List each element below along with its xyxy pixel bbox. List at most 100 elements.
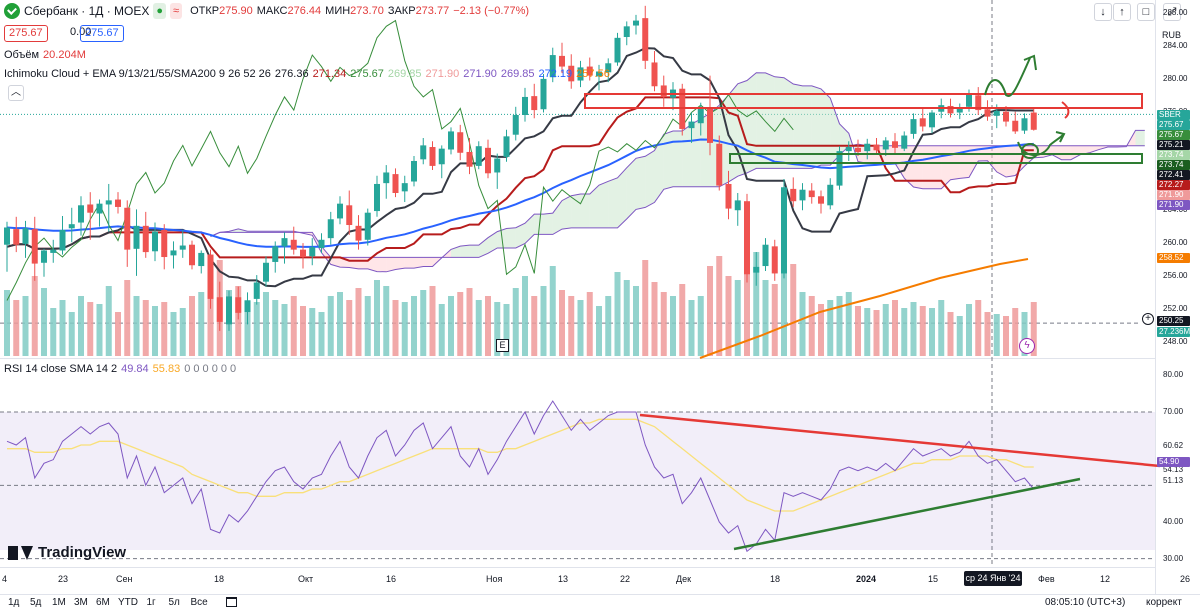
- ichimoku-cloud-segment: [765, 72, 775, 169]
- volume-bar: [864, 308, 871, 356]
- volume-bar: [993, 314, 1000, 356]
- ichimoku-cloud-segment: [617, 167, 627, 228]
- volume-bar: [4, 290, 10, 356]
- ichimoku-cloud-segment: [478, 237, 488, 258]
- candle-body: [623, 26, 630, 38]
- arrow-down-icon[interactable]: ↓: [1094, 3, 1112, 21]
- volume-bar: [855, 306, 861, 356]
- volume-bar: [105, 286, 112, 356]
- rsi-value: 49.84: [121, 363, 149, 375]
- ichimoku-legend[interactable]: Ichimoku Cloud + EMA 9/13/21/55/SMA200 9…: [4, 68, 618, 80]
- lightning-icon[interactable]: ϟ: [1019, 338, 1035, 354]
- candle-body: [818, 196, 824, 204]
- candle-body: [716, 143, 723, 186]
- delayed-data-icon[interactable]: ≈: [170, 3, 183, 19]
- change-value: −2.13 (−0.77%): [453, 5, 530, 17]
- candle-body: [1003, 111, 1009, 122]
- volume-bar: [734, 280, 741, 356]
- candle-body: [59, 229, 66, 251]
- volume-bar: [1003, 316, 1009, 356]
- price-axis-label: 248.00: [1163, 336, 1188, 346]
- ichimoku-cloud-segment: [1089, 145, 1099, 153]
- clock[interactable]: 08:05:10 (UTC+3): [1045, 597, 1126, 607]
- timeframe-button[interactable]: 5д: [30, 597, 42, 607]
- rsi-legend[interactable]: RSI 14 close SMA 14 2 49.84 55.83 0 0 0 0 0…: [4, 363, 240, 375]
- ichimoku-cloud-segment: [1052, 145, 1062, 160]
- price-axis-tag: 271.90: [1157, 200, 1190, 210]
- adjust-toggle[interactable]: коррект: [1146, 597, 1182, 607]
- timeframe-button[interactable]: 6М: [96, 597, 110, 607]
- ichimoku-cloud-segment: [673, 131, 683, 187]
- low-value: 273.70: [350, 5, 384, 17]
- timeframe-button[interactable]: 5л: [168, 597, 180, 607]
- candle-body: [420, 145, 427, 160]
- candle-body: [290, 239, 297, 250]
- candle-body: [448, 131, 454, 150]
- buy-button[interactable]: 275.67: [80, 25, 124, 42]
- candle-body: [207, 254, 214, 299]
- price-axis-label: 288.00: [1163, 8, 1188, 18]
- volume-bar: [1030, 302, 1037, 356]
- ichimoku-cloud-segment: [534, 214, 544, 235]
- timeframe-button[interactable]: 1г: [146, 597, 156, 607]
- ichimoku-cloud-segment: [1006, 145, 1016, 177]
- currency-label[interactable]: RUB: [1162, 30, 1182, 40]
- candle-body: [697, 108, 704, 124]
- candle-body: [707, 107, 713, 143]
- chevron-up-icon[interactable]: ︿: [8, 85, 24, 101]
- candle-body: [383, 172, 390, 184]
- ichimoku-cloud-segment: [358, 257, 368, 269]
- add-alert-plus-icon[interactable]: +: [1142, 313, 1154, 325]
- candle-body: [4, 227, 10, 245]
- candle-body: [161, 229, 168, 258]
- tradingview-mark-icon: [8, 545, 34, 560]
- arrow-up-icon[interactable]: ↑: [1113, 3, 1131, 21]
- volume-bar: [559, 290, 565, 356]
- timeframe-button[interactable]: Все: [190, 597, 208, 607]
- candle-body: [22, 228, 29, 244]
- time-axis-label: 15: [928, 574, 939, 584]
- candle-body: [947, 105, 954, 114]
- volume-bar: [96, 304, 103, 356]
- volume-legend[interactable]: Объём 20.204M: [4, 49, 90, 61]
- market-open-icon[interactable]: ●: [153, 3, 167, 19]
- timeframe-button[interactable]: 1М: [52, 597, 66, 607]
- candle-body: [438, 148, 445, 165]
- volume-bar: [115, 312, 121, 356]
- ichimoku-values: 276.36 271.34 275.67 269.85 271.90 271.90 269.…: [275, 68, 614, 80]
- ichimoku-cloud-segment: [1070, 145, 1080, 160]
- volume-bar: [642, 260, 649, 356]
- ichimoku-cloud-segment: [552, 200, 562, 235]
- ichimoku-cloud-segment: [321, 246, 331, 265]
- timeframe-button[interactable]: YTD: [118, 597, 138, 607]
- symbol-title[interactable]: Сбербанк · 1Д · MOEX: [24, 4, 150, 18]
- earnings-event-icon[interactable]: E: [496, 339, 509, 352]
- timeframe-button[interactable]: 1д: [8, 597, 20, 607]
- volume-bar: [605, 296, 612, 356]
- candle-body: [799, 189, 806, 201]
- time-axis-label: 2024: [856, 574, 877, 584]
- volume-bar: [660, 292, 667, 356]
- candle-body: [577, 67, 584, 81]
- volume-bar: [392, 300, 399, 356]
- tradingview-logo[interactable]: TradingView: [8, 544, 126, 561]
- volume-bar: [207, 276, 214, 356]
- candle-body: [253, 282, 260, 299]
- ichimoku-label: Ichimoku Cloud + EMA 9/13/21/55/SMA200 9…: [4, 68, 271, 80]
- rsi-axis-label: 60.62: [1163, 441, 1184, 451]
- calendar-icon[interactable]: [226, 597, 237, 607]
- ichimoku-cloud-segment: [922, 145, 932, 189]
- volume-bar: [651, 282, 658, 356]
- timeframe-button[interactable]: 3М: [74, 597, 88, 607]
- candle-body: [142, 225, 149, 253]
- candle-body: [929, 112, 935, 128]
- maximize-icon[interactable]: □: [1137, 3, 1155, 21]
- volume-bar: [836, 296, 843, 356]
- sell-button[interactable]: 275.67: [4, 25, 48, 42]
- fullscreen-icon[interactable]: ⤢: [1163, 3, 1181, 21]
- time-axis-label: Сен: [116, 574, 133, 584]
- volume-bar: [901, 308, 908, 356]
- volume-bar: [179, 308, 186, 356]
- open-label: ОТКР: [190, 5, 220, 17]
